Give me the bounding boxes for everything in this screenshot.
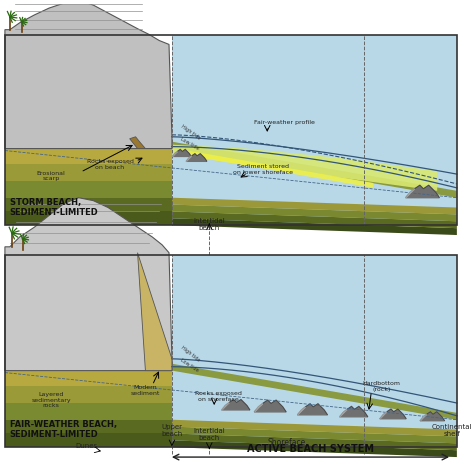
- Polygon shape: [173, 151, 177, 157]
- Polygon shape: [5, 420, 172, 433]
- Text: Continental
shelf: Continental shelf: [432, 424, 472, 438]
- Text: FAIR-WEATHER BEACH,
SEDIMENT-LIMITED: FAIR-WEATHER BEACH, SEDIMENT-LIMITED: [10, 420, 117, 439]
- Text: Hardbottom
(rock): Hardbottom (rock): [362, 381, 400, 392]
- Polygon shape: [173, 149, 191, 157]
- Text: Intertidal
beach: Intertidal beach: [193, 429, 225, 441]
- Polygon shape: [172, 440, 457, 457]
- Polygon shape: [420, 412, 445, 420]
- Polygon shape: [406, 185, 439, 198]
- Text: Low tide: Low tide: [180, 357, 200, 373]
- Text: Rocks exposed
on beach: Rocks exposed on beach: [87, 159, 134, 170]
- Polygon shape: [172, 204, 457, 221]
- Polygon shape: [5, 371, 172, 386]
- Polygon shape: [380, 412, 387, 419]
- Polygon shape: [5, 403, 172, 420]
- Polygon shape: [5, 0, 172, 149]
- Polygon shape: [5, 181, 172, 198]
- Text: Shoreface: Shoreface: [268, 438, 306, 447]
- Text: Sediment stored
on lower shoreface: Sediment stored on lower shoreface: [233, 164, 293, 175]
- Polygon shape: [5, 164, 172, 181]
- Polygon shape: [172, 35, 457, 225]
- Polygon shape: [137, 253, 172, 371]
- Polygon shape: [340, 406, 368, 417]
- Polygon shape: [5, 433, 172, 447]
- Polygon shape: [5, 198, 172, 211]
- Polygon shape: [5, 211, 172, 225]
- Polygon shape: [420, 414, 427, 420]
- Polygon shape: [186, 154, 207, 161]
- Text: High tide: High tide: [180, 124, 201, 141]
- Polygon shape: [255, 403, 263, 412]
- Text: Low tide: Low tide: [180, 137, 200, 151]
- Polygon shape: [222, 403, 229, 410]
- Polygon shape: [5, 198, 172, 371]
- Polygon shape: [172, 433, 457, 450]
- Polygon shape: [172, 427, 457, 443]
- Polygon shape: [172, 420, 457, 437]
- Text: Fair-weather profile: Fair-weather profile: [255, 120, 315, 124]
- Polygon shape: [340, 410, 347, 417]
- Text: STORM BEACH,
SEDIMENT-LIMITED: STORM BEACH, SEDIMENT-LIMITED: [10, 198, 99, 217]
- Polygon shape: [186, 156, 191, 161]
- Text: Modern
sediment: Modern sediment: [131, 385, 160, 396]
- Text: Rocks exposed
on shoreface: Rocks exposed on shoreface: [195, 391, 242, 402]
- Polygon shape: [172, 142, 457, 198]
- Polygon shape: [172, 198, 457, 214]
- Polygon shape: [130, 137, 146, 149]
- Polygon shape: [182, 149, 374, 188]
- Polygon shape: [172, 219, 457, 235]
- Text: Dunes: Dunes: [75, 443, 98, 449]
- Polygon shape: [222, 400, 250, 410]
- Polygon shape: [255, 400, 286, 412]
- Polygon shape: [298, 404, 328, 415]
- Polygon shape: [406, 189, 415, 198]
- Polygon shape: [5, 386, 172, 403]
- Polygon shape: [172, 145, 437, 191]
- Polygon shape: [172, 211, 457, 228]
- Text: Intertidal
beach: Intertidal beach: [193, 218, 225, 231]
- Polygon shape: [172, 254, 457, 447]
- Polygon shape: [172, 364, 457, 420]
- Text: ACTIVE BEACH SYSTEM: ACTIVE BEACH SYSTEM: [247, 444, 374, 454]
- Polygon shape: [380, 409, 406, 419]
- Text: Erosional
scarp: Erosional scarp: [36, 171, 65, 182]
- Text: High tide: High tide: [180, 345, 201, 363]
- Polygon shape: [5, 149, 172, 164]
- Text: Layered
sedimentary
rocks: Layered sedimentary rocks: [31, 392, 71, 408]
- Text: Upper
beach: Upper beach: [161, 424, 182, 438]
- Polygon shape: [298, 407, 305, 415]
